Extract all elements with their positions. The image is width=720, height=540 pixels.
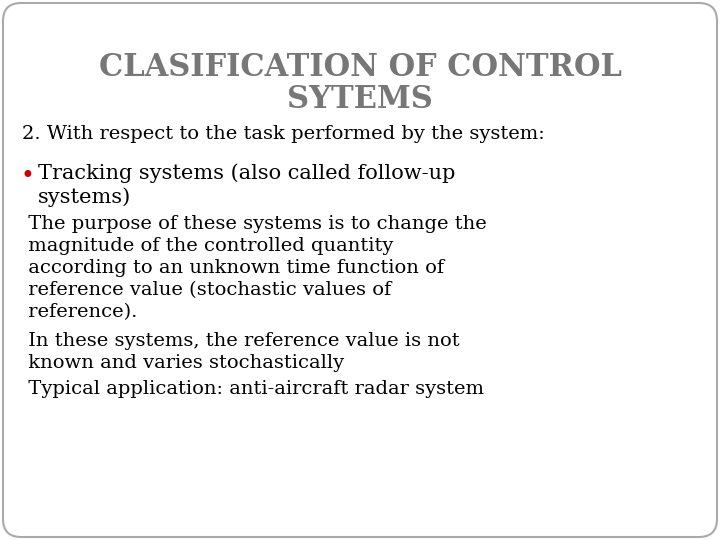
Text: Typical application: anti-aircraft radar system: Typical application: anti-aircraft radar… bbox=[22, 380, 484, 398]
Text: The purpose of these systems is to change the: The purpose of these systems is to chang… bbox=[22, 215, 487, 233]
Text: reference).: reference). bbox=[22, 303, 138, 321]
Text: 2. With respect to the task performed by the system:: 2. With respect to the task performed by… bbox=[22, 125, 545, 143]
Text: known and varies stochastically: known and varies stochastically bbox=[22, 354, 344, 372]
Text: CLASIFICATION OF CONTROL: CLASIFICATION OF CONTROL bbox=[99, 52, 621, 83]
Text: reference value (stochastic values of: reference value (stochastic values of bbox=[22, 281, 391, 299]
Text: systems): systems) bbox=[38, 187, 131, 207]
Text: Tracking systems (also called follow-up: Tracking systems (also called follow-up bbox=[38, 163, 455, 183]
Text: •: • bbox=[20, 165, 34, 188]
Text: In these systems, the reference value is not: In these systems, the reference value is… bbox=[22, 332, 459, 350]
FancyBboxPatch shape bbox=[3, 3, 717, 537]
Text: according to an unknown time function of: according to an unknown time function of bbox=[22, 259, 444, 277]
Text: magnitude of the controlled quantity: magnitude of the controlled quantity bbox=[22, 237, 393, 255]
Text: SYTEMS: SYTEMS bbox=[287, 84, 433, 115]
